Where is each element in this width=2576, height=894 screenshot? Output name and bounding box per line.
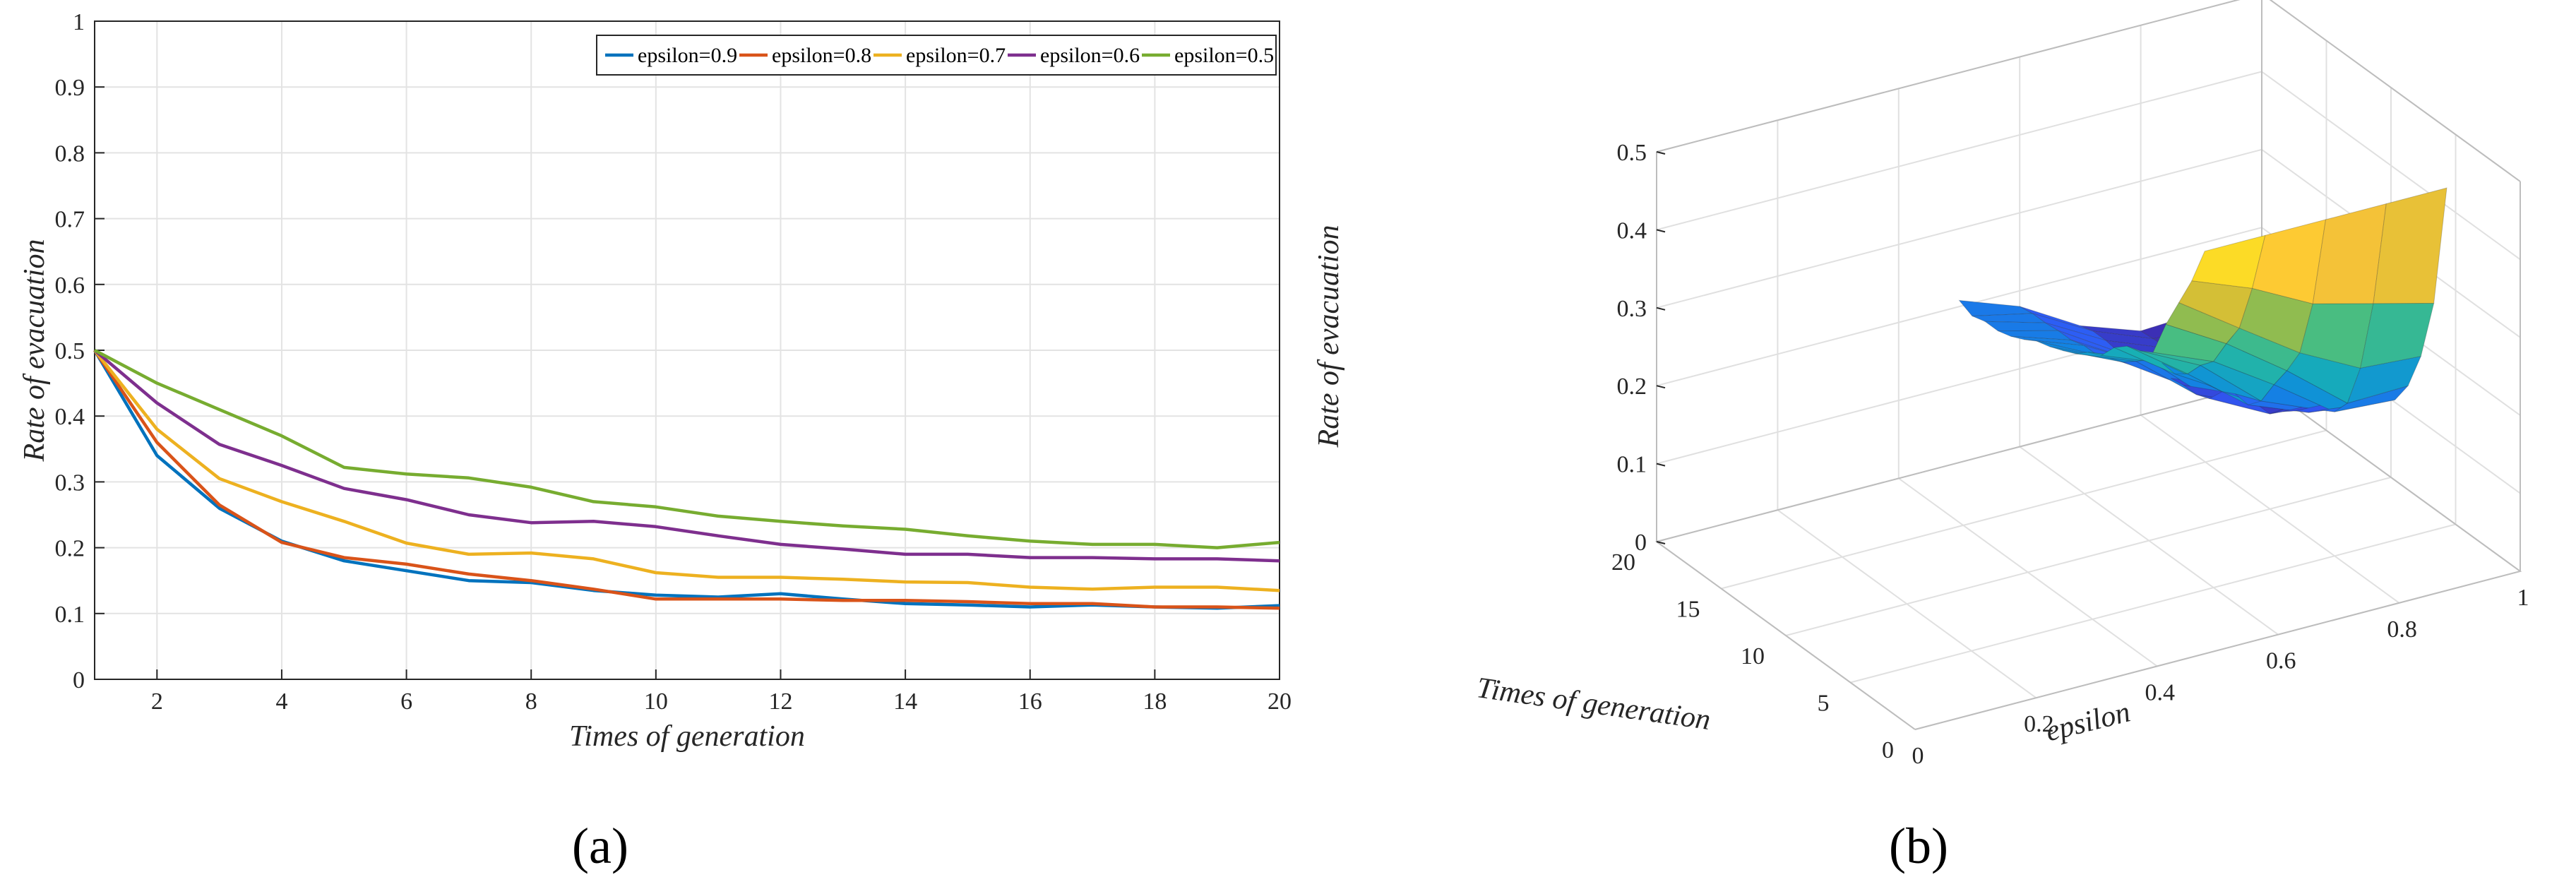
panel-b-ztick-label: 0.3 — [1617, 296, 1647, 322]
panel-a-series-line-2 — [93, 349, 1280, 592]
panel-b-ztick-mark — [1656, 463, 1666, 467]
panel-a-ytick-label: 0.7 — [55, 207, 85, 233]
panel-b-ztick-label: 0.2 — [1617, 374, 1647, 400]
panel-b-ztick-mark — [1656, 385, 1666, 389]
panel-b-surface-patch — [2347, 355, 2422, 404]
panel-a-ytick-label: 0.9 — [55, 75, 85, 101]
panel-a-ytick-label: 0.1 — [55, 602, 85, 628]
panel-b-surface-patch — [2334, 385, 2409, 412]
panel-b-ytick-label: 0 — [1882, 737, 1894, 763]
panel-a-ytick-label: 0.8 — [55, 141, 85, 167]
panel-a-ytick-label: 1 — [73, 9, 85, 35]
panel-a-xtick-label: 18 — [1143, 689, 1167, 715]
panel-a-legend-label-1: epsilon=0.8 — [772, 44, 871, 67]
panel-a-ylabel: Rate of evacuation — [18, 239, 51, 463]
panel-b-ztick-label: 0.4 — [1617, 217, 1647, 244]
panel-b-ztick-label: 0.1 — [1617, 452, 1647, 478]
panel-a-xtick-label: 12 — [768, 689, 792, 715]
panel-a-ytick-label: 0.6 — [55, 273, 85, 299]
panel-b-surface-chart: 00.10.20.30.40.50510152000.20.40.60.81Ra… — [1313, 0, 2529, 769]
panel-b-surface-patch — [2373, 187, 2447, 304]
panel-a-legend-label-3: epsilon=0.6 — [1040, 44, 1140, 67]
panel-a-legend-label-4: epsilon=0.5 — [1174, 44, 1274, 67]
panel-b-ztick-mark — [1656, 541, 1666, 544]
panel-b-label: (b) — [1889, 818, 1948, 874]
panel-b-ytick-label: 10 — [1741, 643, 1765, 669]
panel-b-xtick-label: 1 — [2517, 585, 2529, 611]
panel-b-xtick-label: 0.2 — [2024, 711, 2054, 737]
panel-b-ytick-label: 15 — [1676, 597, 1700, 623]
panel-a-line-chart: 2 4 6 8 10 12 14 16 18 20 0 0.1 0.2 0.3 0.4 0.5 0.6 0.7 0.… — [18, 9, 1292, 753]
panel-b-xtick-label: 0.4 — [2145, 679, 2176, 705]
panel-a-xtick-label: 2 — [151, 689, 163, 715]
panel-b-xtick-label: 0.6 — [2266, 648, 2296, 674]
panel-a-xlabel: Times of generation — [569, 720, 805, 753]
panel-b-ytick-label: 20 — [1611, 549, 1635, 576]
panel-b-xtick-label: 0.8 — [2387, 616, 2417, 643]
panel-a-xtick-label: 10 — [644, 689, 668, 715]
panel-b-ztick-mark — [1656, 151, 1666, 155]
panel-a-ytick-label: 0.2 — [55, 536, 85, 562]
panel-a-xtick-label: 14 — [893, 689, 917, 715]
panel-a-series-line-3 — [93, 349, 1280, 563]
panel-b-top-edge — [1656, 0, 2521, 182]
panel-a-legend-label-0: epsilon=0.9 — [638, 44, 737, 67]
panel-a-label: (a) — [572, 818, 628, 874]
panel-a-xtick-label: 20 — [1268, 689, 1292, 715]
panel-a-xtick-label: 6 — [400, 689, 412, 715]
panel-b-ztick-mark — [1656, 229, 1666, 233]
panel-b-xtick-label: 0 — [1912, 743, 1924, 769]
panel-a-series-line-1 — [93, 349, 1280, 610]
panel-a-ytick-label: 0.5 — [55, 338, 85, 364]
panel-a-legend-label-2: epsilon=0.7 — [906, 44, 1006, 67]
panel-a-ytick-label: 0.3 — [55, 470, 85, 496]
panel-b-ztick-label: 0 — [1635, 530, 1647, 556]
panel-a-xtick-label: 8 — [525, 689, 537, 715]
panel-b-ytick-label: 5 — [1818, 691, 1830, 717]
panel-a-ytick-label: 0.4 — [55, 404, 85, 430]
panel-a-series-line-4 — [93, 349, 1280, 549]
panel-b-zlabel: Rate of evacuation — [1313, 225, 1345, 448]
panel-b-ztick-mark — [1656, 306, 1666, 311]
panel-b-ztick-label: 0.5 — [1617, 140, 1647, 166]
panel-a-xtick-label: 4 — [275, 689, 287, 715]
panel-a-ytick-label: 0 — [73, 667, 85, 693]
panel-a-xtick-label: 16 — [1018, 689, 1042, 715]
